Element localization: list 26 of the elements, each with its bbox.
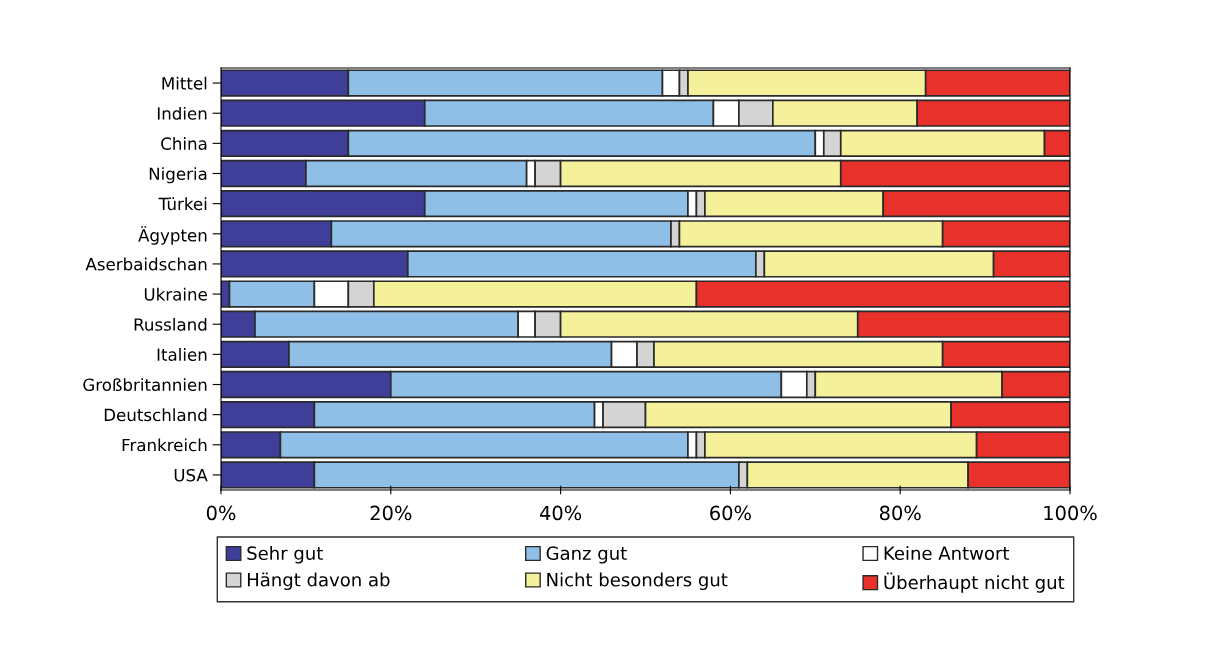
y-tick-label: Italien — [157, 348, 207, 361]
y-tick-label: Ägypten — [138, 226, 207, 245]
x-tick-label: 40% — [539, 505, 582, 521]
y-tick-label: China — [161, 137, 207, 150]
y-tick-label: Nigeria — [149, 167, 207, 184]
legend-label: Nicht besonders gut — [547, 572, 728, 591]
legend-label: Ganz gut — [546, 546, 627, 564]
y-tick-label: Ukraine — [144, 287, 207, 301]
legend-label: Hängt davon ab — [247, 572, 390, 591]
legend-label: Überhaupt nicht gut — [884, 572, 1065, 593]
x-tick-label: 80% — [879, 505, 921, 521]
y-tick-label: Indien — [157, 106, 207, 120]
y-tick-label: Großbritannien — [83, 378, 207, 392]
legend-label: Keine Antwort — [884, 546, 1010, 561]
legend-label: Sehr gut — [247, 546, 323, 564]
y-tick-label: Aserbaidschan — [85, 257, 207, 271]
x-tick-label: 20% — [370, 505, 412, 521]
y-tick-label: Türkei — [158, 197, 207, 211]
y-tick-label: Mittel — [162, 76, 207, 90]
x-tick-label: 0% — [206, 505, 236, 521]
y-tick-label: Frankreich — [122, 438, 207, 452]
y-tick-label: USA — [174, 468, 208, 482]
x-tick-label: 100% — [1044, 505, 1097, 521]
x-tick-label: 60% — [710, 505, 751, 521]
y-tick-label: Deutschland — [104, 408, 207, 422]
y-tick-label: Russland — [134, 317, 207, 331]
